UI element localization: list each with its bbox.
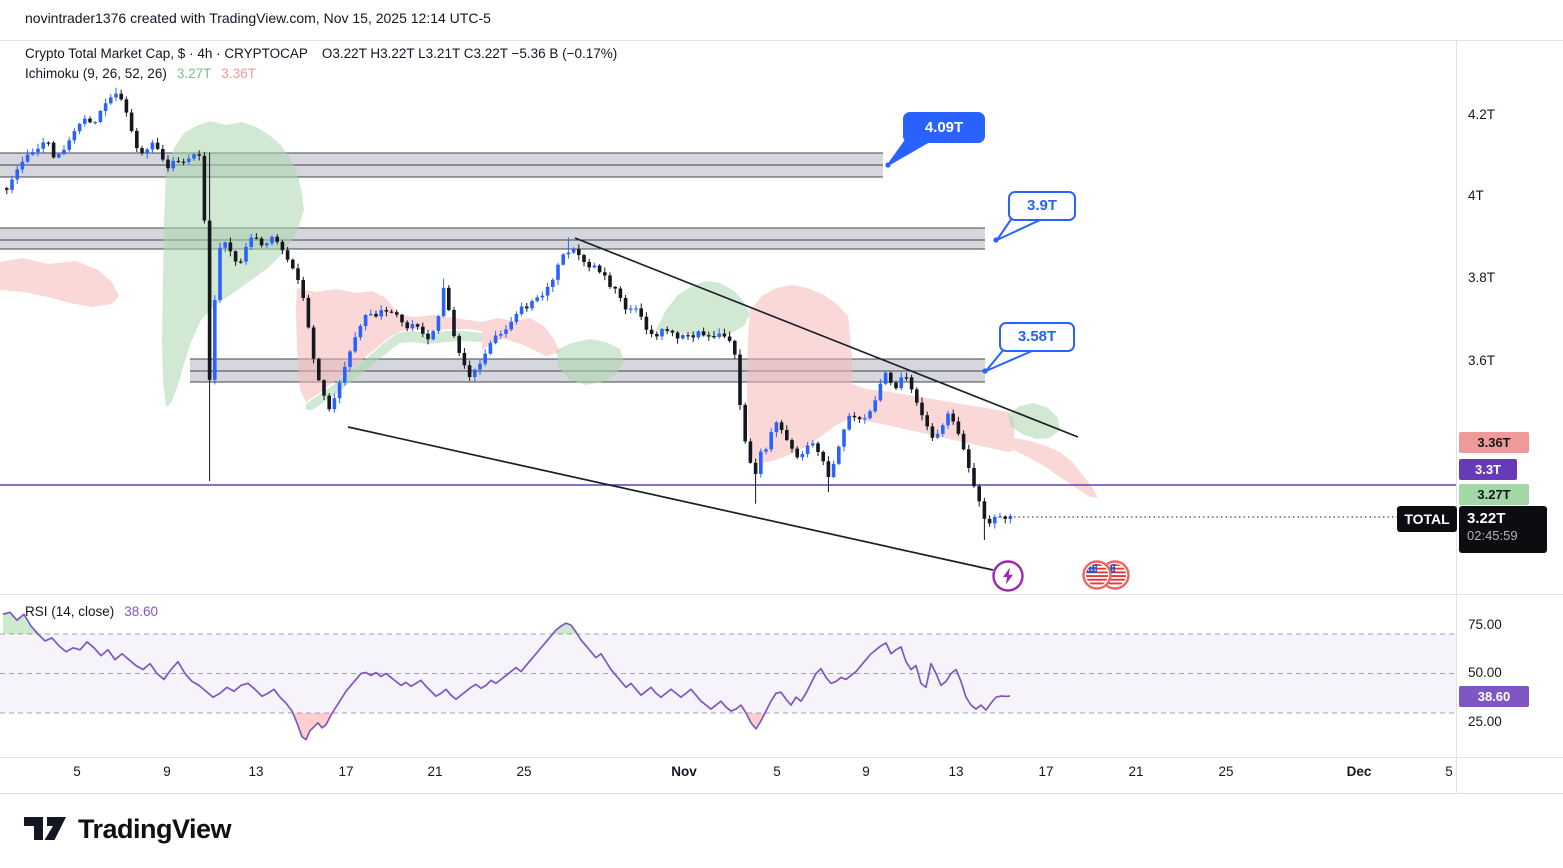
time-axis-label: 5 [1445,764,1453,779]
rsi-legend-row[interactable]: RSI (14, close) 38.60 [25,604,158,619]
symbol-title: Crypto Total Market Cap, $ · 4h · CRYPTO… [25,46,308,61]
ichimoku-lead-b-value: 3.36T [221,66,256,81]
tradingview-logo-mark [24,817,66,840]
time-axis-label: 21 [427,764,443,779]
trendlines[interactable] [347,237,1079,571]
attribution-text: novintrader1376 created with TradingView… [25,10,491,26]
rsi-title: RSI (14, close) [25,604,115,619]
price-callout-3-58T[interactable]: 3.58T [999,322,1075,352]
time-axis-label: 25 [516,764,532,779]
tradingview-logo[interactable]: TradingView [22,812,232,846]
rsi-line [2,611,1011,741]
symbol-legend-row[interactable]: Crypto Total Market Cap, $ · 4h · CRYPTO… [25,46,617,61]
current-price-value: 3.22T [1467,510,1506,527]
price-axis-badge: 3.3T [1459,459,1517,480]
callout-tails [885,139,1041,374]
candlestick-series[interactable] [5,87,1013,541]
indicator-title: Ichimoku (9, 26, 52, 26) [25,66,167,81]
price-axis-badge: 3.36T [1459,432,1529,453]
rsi-current-value: 38.60 [124,604,159,619]
time-axis-label: 13 [948,764,964,779]
time-axis-label: 17 [338,764,354,779]
time-axis-label: 5 [73,764,81,779]
tradingview-logo-text: TradingView [78,813,232,844]
price-axis-tick: 4.2T [1468,107,1496,122]
price-axis-tick: 4T [1468,188,1484,203]
price-callout-3-9T[interactable]: 3.9T [1008,191,1076,221]
time-axis-label: 13 [248,764,264,779]
symbol-badge: TOTAL [1397,506,1457,532]
time-axis-label: 9 [862,764,870,779]
price-callout-4-09T[interactable]: 4.09T [903,112,985,143]
indicator-legend-row[interactable]: Ichimoku (9, 26, 52, 26) 3.27T 3.36T [25,66,256,81]
rsi-value-badge: 38.60 [1459,686,1529,707]
ichimoku-lead-a-value: 3.27T [176,66,212,81]
time-axis-label: 5 [773,764,781,779]
rsi-axis-tick: 25.00 [1468,714,1502,729]
pane-separators [0,40,1563,794]
price-axis-tick: 3.6T [1468,353,1496,368]
lightning-idea-icon[interactable] [992,560,1024,592]
rsi-axis-tick: 75.00 [1468,617,1502,632]
rsi-axis-tick: 50.00 [1468,665,1502,680]
time-axis-label: 9 [163,764,171,779]
time-axis-label: 17 [1038,764,1054,779]
ohlc-values: O3.22T H3.22T L3.21T C3.22T −5.36 B (−0.… [321,46,618,61]
price-axis-badge: 3.27T [1459,484,1529,505]
rsi-pane[interactable] [0,611,1456,741]
current-price-badge: 3.22T 02:45:59 [1459,506,1547,553]
bar-countdown-timer: 02:45:59 [1467,528,1518,543]
time-axis-label: Dec [1346,764,1372,779]
ichimoku-cloud[interactable] [0,121,1098,498]
time-axis-label: 21 [1128,764,1144,779]
us-economic-event-icon[interactable] [1082,560,1112,590]
time-axis-label: 25 [1218,764,1234,779]
time-axis-label: Nov [671,764,697,779]
price-axis-tick: 3.8T [1468,270,1496,285]
